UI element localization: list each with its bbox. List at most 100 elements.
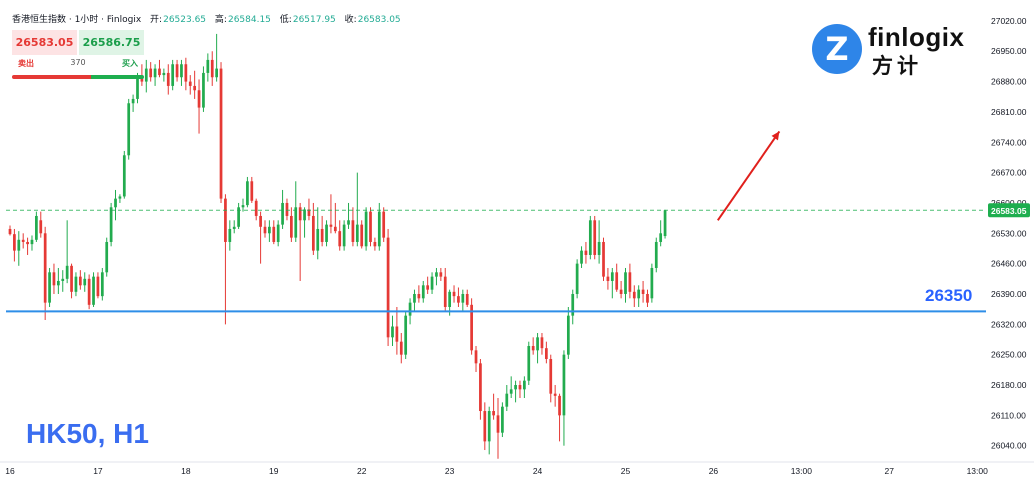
buy-ratio-bar bbox=[91, 75, 144, 79]
open-label: 开: bbox=[150, 15, 163, 25]
candle-body bbox=[351, 220, 355, 242]
candle-body bbox=[527, 346, 531, 381]
candle-body bbox=[470, 304, 473, 351]
candle-body bbox=[373, 241, 377, 247]
logo-wordmark: finlogix bbox=[868, 22, 965, 52]
candle-body bbox=[136, 77, 139, 99]
candle-body bbox=[294, 207, 298, 238]
y-tick-label: 26600.00 bbox=[991, 198, 1027, 208]
candles bbox=[8, 33, 667, 459]
candle-body bbox=[347, 220, 350, 225]
candle-body bbox=[254, 200, 258, 216]
y-tick-label: 26180.00 bbox=[991, 380, 1027, 390]
sell-button[interactable]: 26583.05 bbox=[12, 30, 77, 55]
candle-body bbox=[263, 226, 267, 234]
logo-badge-icon bbox=[812, 24, 862, 74]
candle-body bbox=[140, 77, 144, 82]
candle-body bbox=[52, 272, 56, 286]
high-label: 高: bbox=[214, 15, 227, 25]
candle-body bbox=[303, 209, 306, 221]
candle-body bbox=[355, 224, 359, 242]
buy-button[interactable]: 26586.75 bbox=[79, 30, 144, 55]
candle-body bbox=[553, 393, 557, 396]
candle-body bbox=[48, 272, 51, 303]
candle-body bbox=[505, 393, 509, 407]
candle-body bbox=[241, 205, 245, 208]
candle-body bbox=[518, 385, 522, 390]
candle-body bbox=[21, 239, 25, 242]
x-tick-label: 17 bbox=[93, 466, 103, 476]
candle-body bbox=[523, 380, 526, 390]
candle-body bbox=[171, 64, 175, 86]
candle-body bbox=[544, 348, 548, 360]
candle-body bbox=[465, 293, 469, 305]
candle-body bbox=[461, 293, 465, 303]
candle-body bbox=[364, 211, 368, 247]
y-tick-label: 26040.00 bbox=[991, 441, 1027, 451]
candle-body bbox=[224, 198, 227, 242]
candle-body bbox=[566, 315, 570, 355]
candle-body bbox=[650, 267, 654, 299]
candle-body bbox=[413, 293, 416, 303]
candle-body bbox=[188, 81, 192, 86]
candle-body bbox=[131, 98, 135, 104]
candle-body bbox=[540, 337, 544, 349]
candle-body bbox=[663, 210, 667, 237]
candle-body bbox=[74, 276, 78, 292]
candle-body bbox=[562, 354, 566, 416]
current-price-tag bbox=[988, 203, 1030, 218]
open-value: 26523.65 bbox=[163, 15, 207, 25]
candle-body bbox=[549, 359, 553, 394]
candle-body bbox=[232, 226, 236, 229]
sell-label: 卖出 bbox=[18, 59, 34, 68]
candle-body bbox=[144, 68, 148, 82]
candle-body bbox=[496, 415, 500, 433]
x-tick-label: 13:00 bbox=[967, 466, 989, 476]
candle-body bbox=[382, 211, 386, 238]
candle-body bbox=[329, 224, 333, 227]
candle-body bbox=[360, 224, 364, 247]
candle-body bbox=[250, 181, 254, 201]
candle-body bbox=[87, 278, 91, 305]
candle-body bbox=[13, 234, 16, 251]
candle-body bbox=[509, 389, 513, 394]
candle-body bbox=[105, 241, 109, 273]
instrument-label: 香港恒生指数 · 1小时 · Finlogix bbox=[12, 15, 142, 25]
candle-body bbox=[408, 302, 412, 316]
candle-body bbox=[197, 90, 201, 108]
close-value: 26583.05 bbox=[357, 15, 401, 25]
candle-body bbox=[35, 215, 38, 240]
candle-body bbox=[558, 395, 561, 416]
candle-body bbox=[153, 68, 157, 78]
candle-body bbox=[637, 289, 641, 299]
candle-body bbox=[92, 276, 95, 305]
candle-body bbox=[619, 289, 623, 294]
candle-body bbox=[501, 406, 504, 433]
candle-body bbox=[290, 215, 293, 238]
candle-body bbox=[281, 202, 284, 225]
candle-body bbox=[259, 215, 262, 227]
x-tick-label: 18 bbox=[181, 466, 191, 476]
candle-body bbox=[399, 341, 403, 355]
y-tick-label: 26250.00 bbox=[991, 350, 1027, 360]
candle-body bbox=[298, 207, 302, 221]
candle-body bbox=[237, 207, 240, 227]
candle-body bbox=[65, 265, 69, 279]
candle-body bbox=[593, 220, 597, 255]
candle-body bbox=[404, 315, 408, 355]
high-value: 26584.15 bbox=[227, 15, 271, 25]
y-tick-label: 26530.00 bbox=[991, 228, 1027, 238]
candle-body bbox=[26, 241, 29, 245]
candle-body bbox=[175, 64, 179, 78]
logo-chinese: 方计 bbox=[872, 54, 922, 78]
candle-body bbox=[536, 337, 539, 351]
current-price-label: 26583.05 bbox=[991, 206, 1027, 216]
candle-body bbox=[430, 276, 434, 290]
low-label: 低: bbox=[279, 15, 292, 25]
low-value: 26517.95 bbox=[292, 15, 336, 25]
y-tick-label: 26320.00 bbox=[991, 319, 1027, 329]
candle-body bbox=[228, 228, 232, 242]
candle-body bbox=[285, 202, 289, 216]
candle-body bbox=[483, 411, 487, 442]
